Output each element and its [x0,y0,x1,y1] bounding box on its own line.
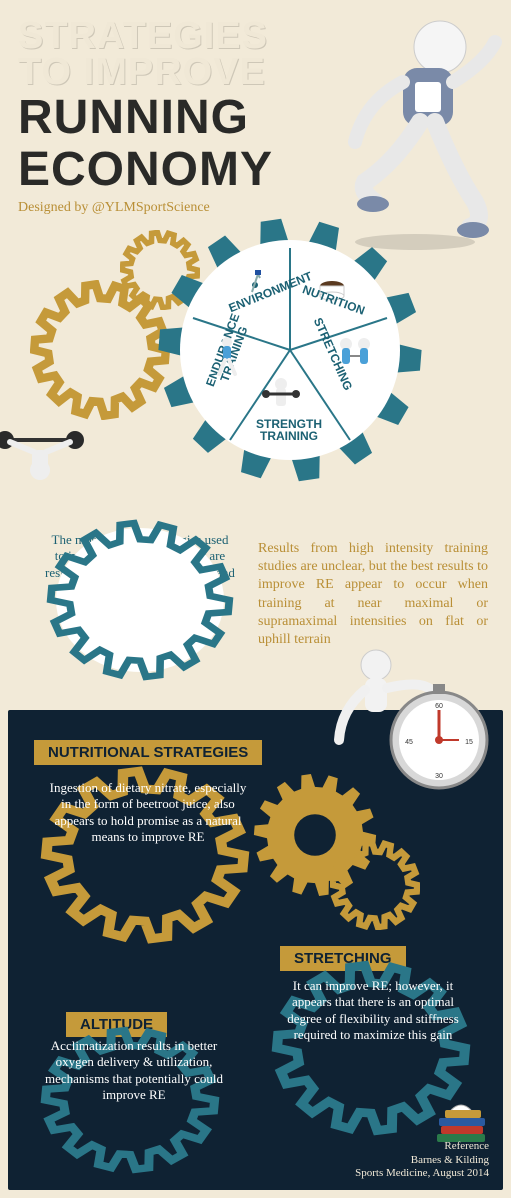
title-line-1b: TO IMPROVE [18,54,497,90]
svg-text:60: 60 [435,703,443,710]
svg-text:45: 45 [405,739,413,746]
title-line-2a: RUNNING [18,94,497,142]
svg-text:30: 30 [435,773,443,780]
altitude-text: Acclimatization results in better oxygen… [44,1038,224,1103]
stretching-text: It can improve RE; however, it appears t… [278,978,468,1043]
stopwatch-figure-icon: 60 15 30 45 [321,640,491,800]
title-line-1a: STRATEGIES [18,18,497,54]
svg-text:15: 15 [465,739,473,746]
designed-by: Designed by @YLMSportScience [18,200,497,216]
nutritional-text: Ingestion of dietary nitrate, especially… [48,780,248,845]
weightlifter-icon [0,420,90,500]
stretching-mini-icon [332,334,374,384]
small-gold-gear-icon-2 [330,840,420,930]
strength-mini-icon [260,374,302,424]
title-line-2b: ECONOMY [18,146,497,194]
results-text: Results from high intensity training stu… [258,540,488,649]
common-strategies-gear [20,500,260,700]
endurance-mini-icon [206,334,248,384]
reference-source: Sports Medicine, August 2014 [355,1167,489,1180]
reference-authors: Barnes & Kilding [355,1154,489,1167]
